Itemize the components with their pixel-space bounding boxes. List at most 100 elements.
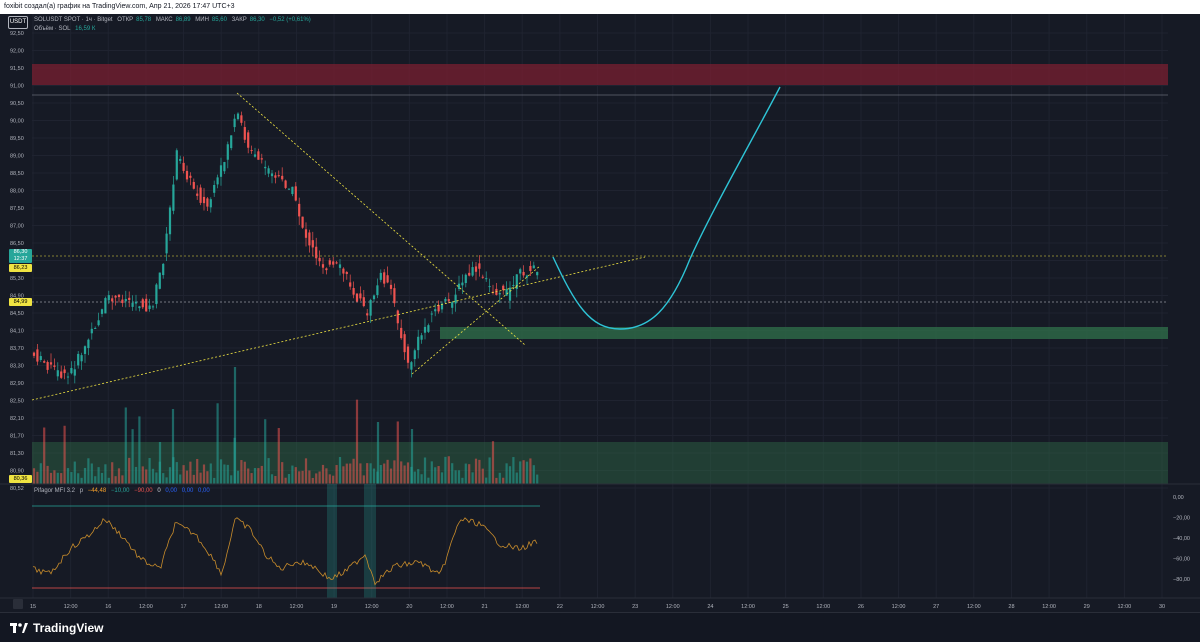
candle-body bbox=[124, 298, 127, 302]
candle-body bbox=[94, 327, 97, 329]
candle-body bbox=[468, 272, 471, 276]
time-axis-label: 25 bbox=[783, 604, 789, 610]
currency-badge[interactable]: USDT bbox=[8, 16, 28, 29]
volume-bar bbox=[366, 463, 369, 484]
candle-body bbox=[301, 216, 304, 228]
volume-bar bbox=[406, 462, 410, 484]
candle-body bbox=[386, 275, 389, 283]
volume-bar bbox=[94, 476, 97, 484]
candle-body bbox=[376, 285, 379, 296]
candle-body bbox=[270, 173, 274, 177]
volume-bar bbox=[53, 470, 56, 484]
volume-spike bbox=[376, 422, 380, 484]
volume-bar bbox=[277, 428, 280, 484]
candle-body bbox=[182, 162, 185, 171]
volume-bar bbox=[311, 477, 314, 484]
volume-bar bbox=[369, 463, 372, 484]
candle-body bbox=[447, 299, 450, 301]
candle-body bbox=[474, 266, 478, 272]
volume-bar bbox=[345, 463, 348, 484]
time-axis-label: 12:00 bbox=[666, 604, 680, 610]
volume-bar bbox=[430, 461, 433, 484]
volume-bar bbox=[325, 468, 328, 484]
time-axis-label: 12:00 bbox=[967, 604, 981, 610]
symbol-legend[interactable]: SOLUSDT SPOT · 1ч · Bitget ОТКР 85,78 МАК… bbox=[34, 16, 314, 25]
time-axis-label: 12:00 bbox=[64, 604, 78, 610]
price-axis-label: 91,50 bbox=[10, 66, 24, 72]
volume-bar bbox=[230, 475, 233, 484]
volume-bar bbox=[66, 468, 70, 484]
candle-body bbox=[111, 298, 114, 302]
candle-body bbox=[202, 196, 206, 204]
chart-canvas[interactable]: 92,50 92,00 91,50 91,00 90,50 90,00 89,50 89,00… bbox=[0, 14, 1200, 612]
chart-area[interactable]: 92,50 92,00 91,50 91,00 90,50 90,00 89,50 89,00… bbox=[0, 14, 1200, 612]
time-axis-label: 12:00 bbox=[365, 604, 379, 610]
volume-bar bbox=[80, 477, 83, 484]
volume-bar bbox=[342, 466, 345, 484]
candle-body bbox=[512, 284, 515, 286]
indicator-legend[interactable]: Pifagor MFI 3.2 p −44,48 −10,00 −90,00 0… bbox=[34, 487, 213, 496]
symbol-line: SOLUSDT SPOT · 1ч · Bitget bbox=[34, 17, 113, 23]
volume-bar bbox=[308, 470, 311, 484]
candle-body bbox=[247, 132, 250, 148]
volume-bar bbox=[512, 457, 515, 484]
tradingview-logo[interactable]: TradingView bbox=[10, 621, 103, 635]
volume-bar bbox=[77, 473, 80, 484]
volume-bar bbox=[189, 461, 192, 484]
candle-body bbox=[369, 299, 372, 316]
volume-bar bbox=[298, 471, 301, 484]
volume-bar bbox=[454, 470, 457, 484]
ohlc-open-label: ОТКР bbox=[117, 17, 134, 23]
candle-body bbox=[389, 284, 393, 289]
price-axis-label: 80,52 bbox=[10, 486, 24, 492]
candle-body bbox=[264, 166, 267, 169]
price-axis-label: 84,90 bbox=[10, 294, 24, 300]
volume-bar bbox=[519, 461, 522, 484]
price-axis-label: 87,50 bbox=[10, 206, 24, 212]
price-axis-label: 83,30 bbox=[10, 364, 24, 370]
indicator-value-0: −44,48 bbox=[87, 488, 107, 494]
tradingview-brand: TradingView bbox=[33, 621, 104, 635]
volume-bar bbox=[423, 457, 427, 484]
volume-legend[interactable]: Объём · SOL 16,59 К bbox=[34, 25, 98, 34]
candle-body bbox=[216, 177, 219, 185]
candle-body bbox=[444, 298, 447, 302]
candle-body bbox=[325, 268, 328, 271]
volume-bar bbox=[294, 467, 297, 484]
candle-body bbox=[243, 127, 246, 140]
candle-body bbox=[162, 263, 165, 276]
candle-body bbox=[328, 260, 331, 265]
candle-body bbox=[529, 265, 532, 272]
candle-body bbox=[117, 294, 121, 298]
volume-bar bbox=[359, 463, 362, 484]
candle-body bbox=[410, 362, 413, 370]
price-axis-label: 80,90 bbox=[10, 469, 24, 475]
candle-body bbox=[505, 289, 508, 296]
ohlc-change: −0,52 (+0,61%) bbox=[269, 17, 311, 23]
volume-bar bbox=[165, 477, 168, 484]
candle-body bbox=[257, 151, 260, 160]
candle-body bbox=[274, 175, 277, 178]
volume-bar bbox=[328, 474, 331, 484]
ohlc-open-value: 85,78 bbox=[136, 17, 152, 23]
volume-bar bbox=[389, 468, 393, 484]
time-axis-label: 18 bbox=[256, 604, 262, 610]
candle-body bbox=[260, 158, 263, 160]
volume-bar bbox=[90, 463, 93, 484]
volume-bar bbox=[243, 461, 246, 484]
candle-body bbox=[471, 267, 474, 276]
candle-body bbox=[179, 158, 182, 161]
time-axis-label: 12:00 bbox=[214, 604, 228, 610]
candle-body bbox=[134, 301, 138, 304]
volume-bar bbox=[281, 462, 284, 484]
time-axis-label: 24 bbox=[707, 604, 713, 610]
candle-body bbox=[36, 349, 39, 362]
volume-bar bbox=[175, 462, 178, 484]
ohlc-low-label: МИН bbox=[195, 17, 209, 23]
candle-body bbox=[151, 306, 155, 308]
indicator-name: Pifagor MFI 3.2 bbox=[34, 488, 76, 494]
volume-bar bbox=[104, 464, 107, 484]
volume-bar bbox=[498, 472, 501, 484]
volume-bar bbox=[219, 459, 223, 484]
time-axis-label: 12:00 bbox=[1117, 604, 1131, 610]
